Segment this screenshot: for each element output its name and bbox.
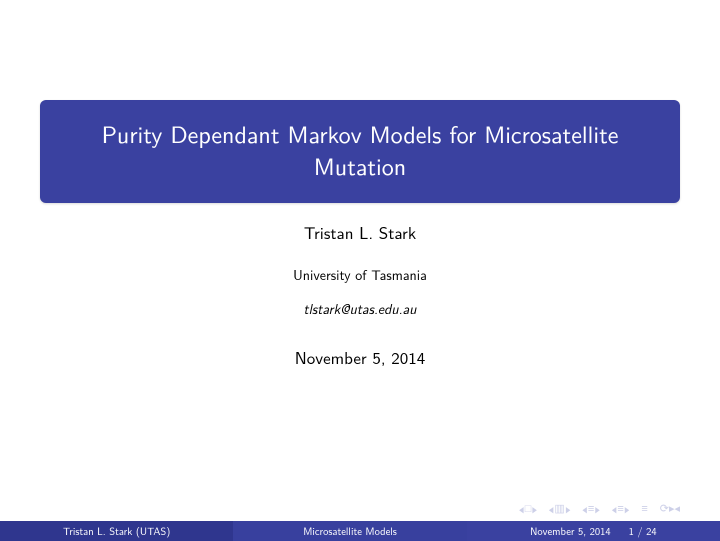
nav-back-forward-icon[interactable]: ⟳▸◂ <box>660 500 680 516</box>
page-number: 1 / 24 <box>629 524 657 539</box>
presentation-date: November 5, 2014 <box>0 345 720 370</box>
author-email: tlstark@utas.edu.au <box>0 299 720 319</box>
footer-title-text: Microsatellite Models <box>303 524 397 539</box>
footer-author: Tristan L. Stark (UTAS) <box>0 521 233 541</box>
footer: Tristan L. Stark (UTAS) Microsatellite M… <box>0 521 720 541</box>
nav-section-icon[interactable]: ◂≡▸ <box>612 500 629 516</box>
title-page-content: Tristan L. Stark University of Tasmania … <box>0 220 720 370</box>
footer-author-text: Tristan L. Stark (UTAS) <box>63 524 170 539</box>
institution: University of Tasmania <box>0 265 720 285</box>
presentation-title: Purity Dependant Markov Models for Micro… <box>60 118 660 183</box>
nav-doc-icon[interactable]: ≡ <box>641 500 647 516</box>
nav-subsection-icon[interactable]: ◂≡▸ <box>582 500 599 516</box>
footer-title: Microsatellite Models <box>233 521 466 541</box>
beamer-slide: Purity Dependant Markov Models for Micro… <box>0 0 720 541</box>
title-block: Purity Dependant Markov Models for Micro… <box>40 100 680 203</box>
footer-date: November 5, 2014 <box>530 524 611 539</box>
footer-date-page: November 5, 2014 1 / 24 <box>467 521 720 541</box>
nav-frame-icon[interactable]: ◂▥▸ <box>549 500 570 516</box>
author-name: Tristan L. Stark <box>0 220 720 245</box>
nav-slide-icon[interactable]: ◂□▸ <box>519 500 537 516</box>
navigation-symbols: ◂□▸ ◂▥▸ ◂≡▸ ◂≡▸ ≡ ⟳▸◂ <box>519 500 680 516</box>
